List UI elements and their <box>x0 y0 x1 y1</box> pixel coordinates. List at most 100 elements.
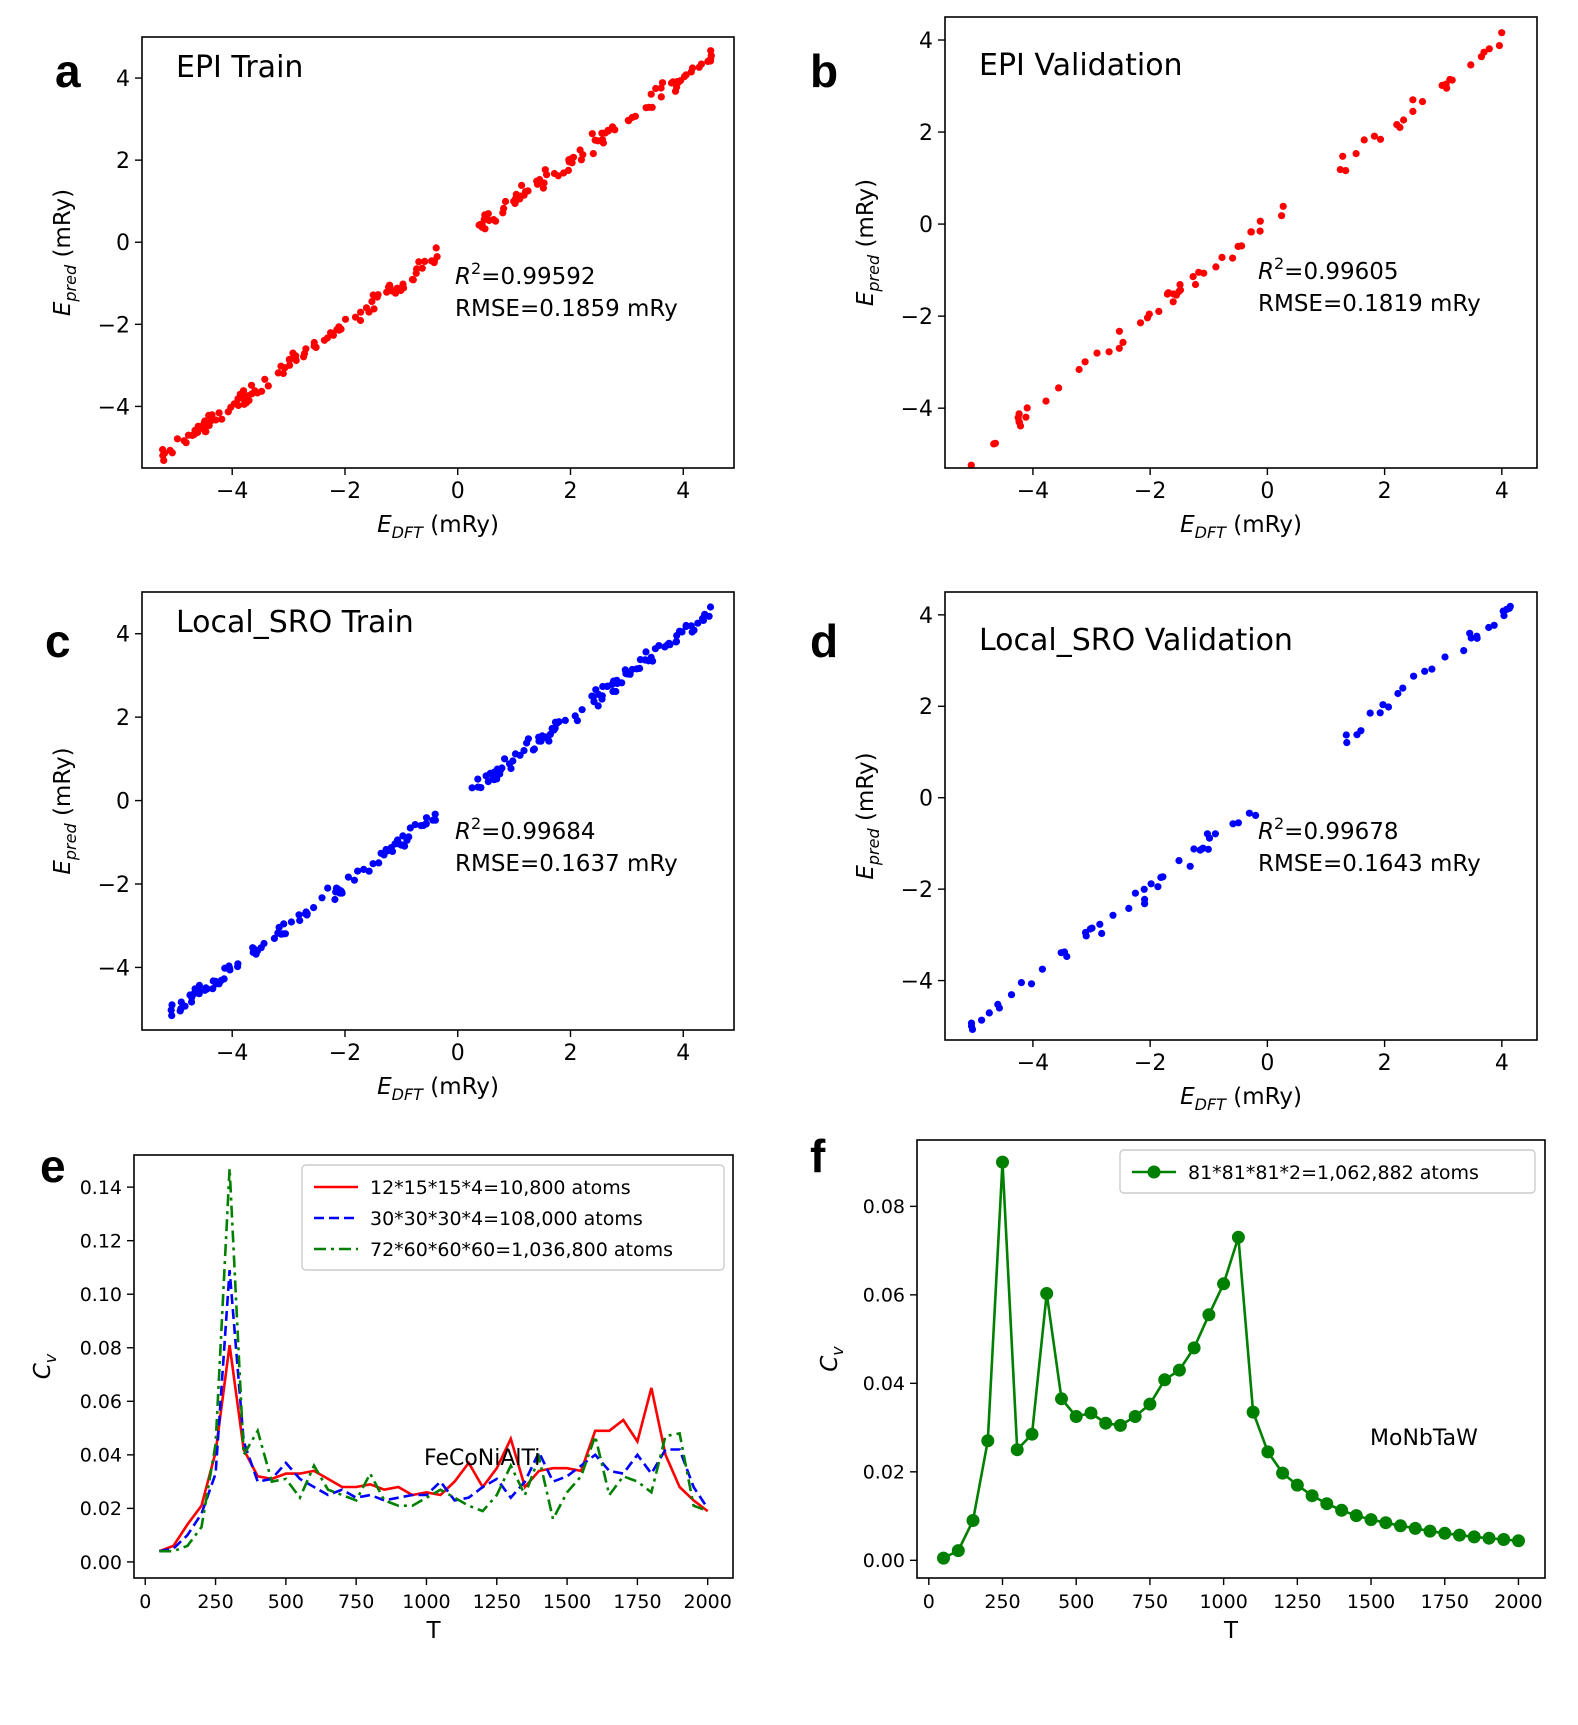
x-tick-label: −4 <box>1017 479 1049 504</box>
rmse-stat: RMSE=0.1637 mRy <box>455 851 678 877</box>
y-tick-label: 0.10 <box>80 1284 122 1306</box>
panel-d: d −4 −2 0 2 4 −4 −2 0 2 4 EDFT (mRy) Epred (mRy) Loca… <box>810 591 1538 1114</box>
data-point <box>636 664 644 673</box>
data-point <box>1500 612 1508 620</box>
plot-frame <box>944 591 1538 1041</box>
data-point <box>302 908 310 916</box>
data-point <box>1027 980 1036 988</box>
x-axis-label: EDFT (mRy) <box>1180 1084 1302 1114</box>
data-point <box>190 431 198 439</box>
y-axis-label: Epred (mRy) <box>853 179 883 306</box>
data-point <box>1143 314 1152 322</box>
data-point <box>561 716 569 725</box>
data-point <box>1485 45 1493 53</box>
y-tick-label: 2 <box>116 149 130 174</box>
data-point <box>1379 1516 1393 1530</box>
x-tick-label: 250 <box>197 1591 233 1613</box>
x-tick-label: −4 <box>216 479 248 504</box>
x-tick-label: 500 <box>1058 1591 1094 1613</box>
data-point <box>1279 202 1287 210</box>
data-point <box>707 47 715 55</box>
data-point <box>1175 857 1183 865</box>
y-axis-label: Cv <box>30 1353 60 1379</box>
panel-a: a −4 −2 0 2 4 −4 −2 0 2 4 EDFT (mRy) Epred (mRy) EPI … <box>50 36 735 542</box>
material-label: MoNbTaW <box>1370 1426 1478 1451</box>
data-point <box>985 1009 993 1017</box>
data-point <box>300 350 309 358</box>
panel-f: f 0 250 500 750 1000 1250 1500 1750 2000 0.00 0.02 0… <box>810 1130 1546 1644</box>
data-point <box>1245 809 1253 817</box>
data-point <box>215 409 223 417</box>
data-point <box>1498 29 1506 37</box>
data-point <box>1278 212 1286 220</box>
data-point <box>1234 819 1242 827</box>
data-point <box>589 693 598 701</box>
data-point <box>1217 1277 1231 1291</box>
data-point <box>399 832 407 840</box>
data-point <box>362 304 371 312</box>
data-point <box>624 116 632 124</box>
y-tick-label: 0.02 <box>863 1462 905 1484</box>
data-point <box>551 718 560 726</box>
y-tick-label: 0.02 <box>80 1498 122 1520</box>
data-point <box>1189 273 1197 281</box>
data-point <box>428 257 436 265</box>
panel-letter: b <box>810 45 838 97</box>
data-point <box>176 1007 184 1015</box>
y-axis-label: Epred (mRy) <box>50 747 80 874</box>
data-point <box>1010 1443 1024 1457</box>
data-point <box>1075 365 1083 374</box>
y-tick-label: 0.14 <box>80 1177 122 1199</box>
data-point <box>1467 61 1475 69</box>
data-point <box>1418 98 1427 106</box>
data-point <box>1081 928 1090 937</box>
data-point <box>281 930 289 938</box>
x-tick-label: −4 <box>216 1041 248 1066</box>
data-point <box>579 151 587 159</box>
data-point <box>1480 48 1488 56</box>
data-point <box>1512 1534 1525 1548</box>
data-point <box>676 627 684 635</box>
x-tick-label: 1250 <box>1273 1591 1321 1613</box>
data-point <box>250 388 259 396</box>
data-point <box>1231 1230 1245 1244</box>
data-point <box>421 257 429 265</box>
data-point <box>1366 709 1374 717</box>
data-point <box>520 747 528 755</box>
x-tick-label: 2000 <box>684 1591 732 1613</box>
y-tick-label: 2 <box>919 121 933 146</box>
y-tick-label: 0.06 <box>863 1285 905 1307</box>
data-point <box>1190 845 1198 853</box>
x-tick-label: 1500 <box>1347 1591 1395 1613</box>
data-point <box>1176 286 1185 294</box>
panel-letter: f <box>810 1130 826 1182</box>
data-point <box>1467 634 1475 642</box>
data-point <box>247 381 256 389</box>
data-point <box>1211 830 1219 838</box>
data-point <box>1394 1519 1407 1533</box>
data-point <box>1360 136 1368 144</box>
scatter-points <box>159 47 715 464</box>
data-point <box>335 326 343 334</box>
data-point <box>412 269 420 277</box>
data-point <box>356 316 365 325</box>
data-point <box>1384 703 1393 711</box>
data-point <box>1212 263 1220 271</box>
data-point <box>540 179 548 187</box>
data-point <box>324 884 332 892</box>
data-point <box>275 923 283 932</box>
data-point <box>501 197 510 206</box>
x-tick-label: 0 <box>923 1591 935 1613</box>
data-point <box>331 895 339 904</box>
panel-e: e 0 250 500 750 1000 1250 1500 1750 2000 0.00 0.02 0… <box>30 1140 734 1644</box>
data-point <box>1187 1341 1201 1355</box>
data-point <box>524 187 532 195</box>
panel-c: c −4 −2 0 2 4 −4 −2 0 2 4 EDFT (mRy) Epred (mRy) Loca… <box>45 591 735 1104</box>
data-point <box>694 619 702 627</box>
y-tick-label: −2 <box>901 305 933 330</box>
data-point <box>1261 1445 1275 1459</box>
data-point <box>1505 604 1513 612</box>
data-point <box>1105 348 1113 356</box>
data-point <box>369 860 377 868</box>
data-point <box>1409 107 1417 115</box>
